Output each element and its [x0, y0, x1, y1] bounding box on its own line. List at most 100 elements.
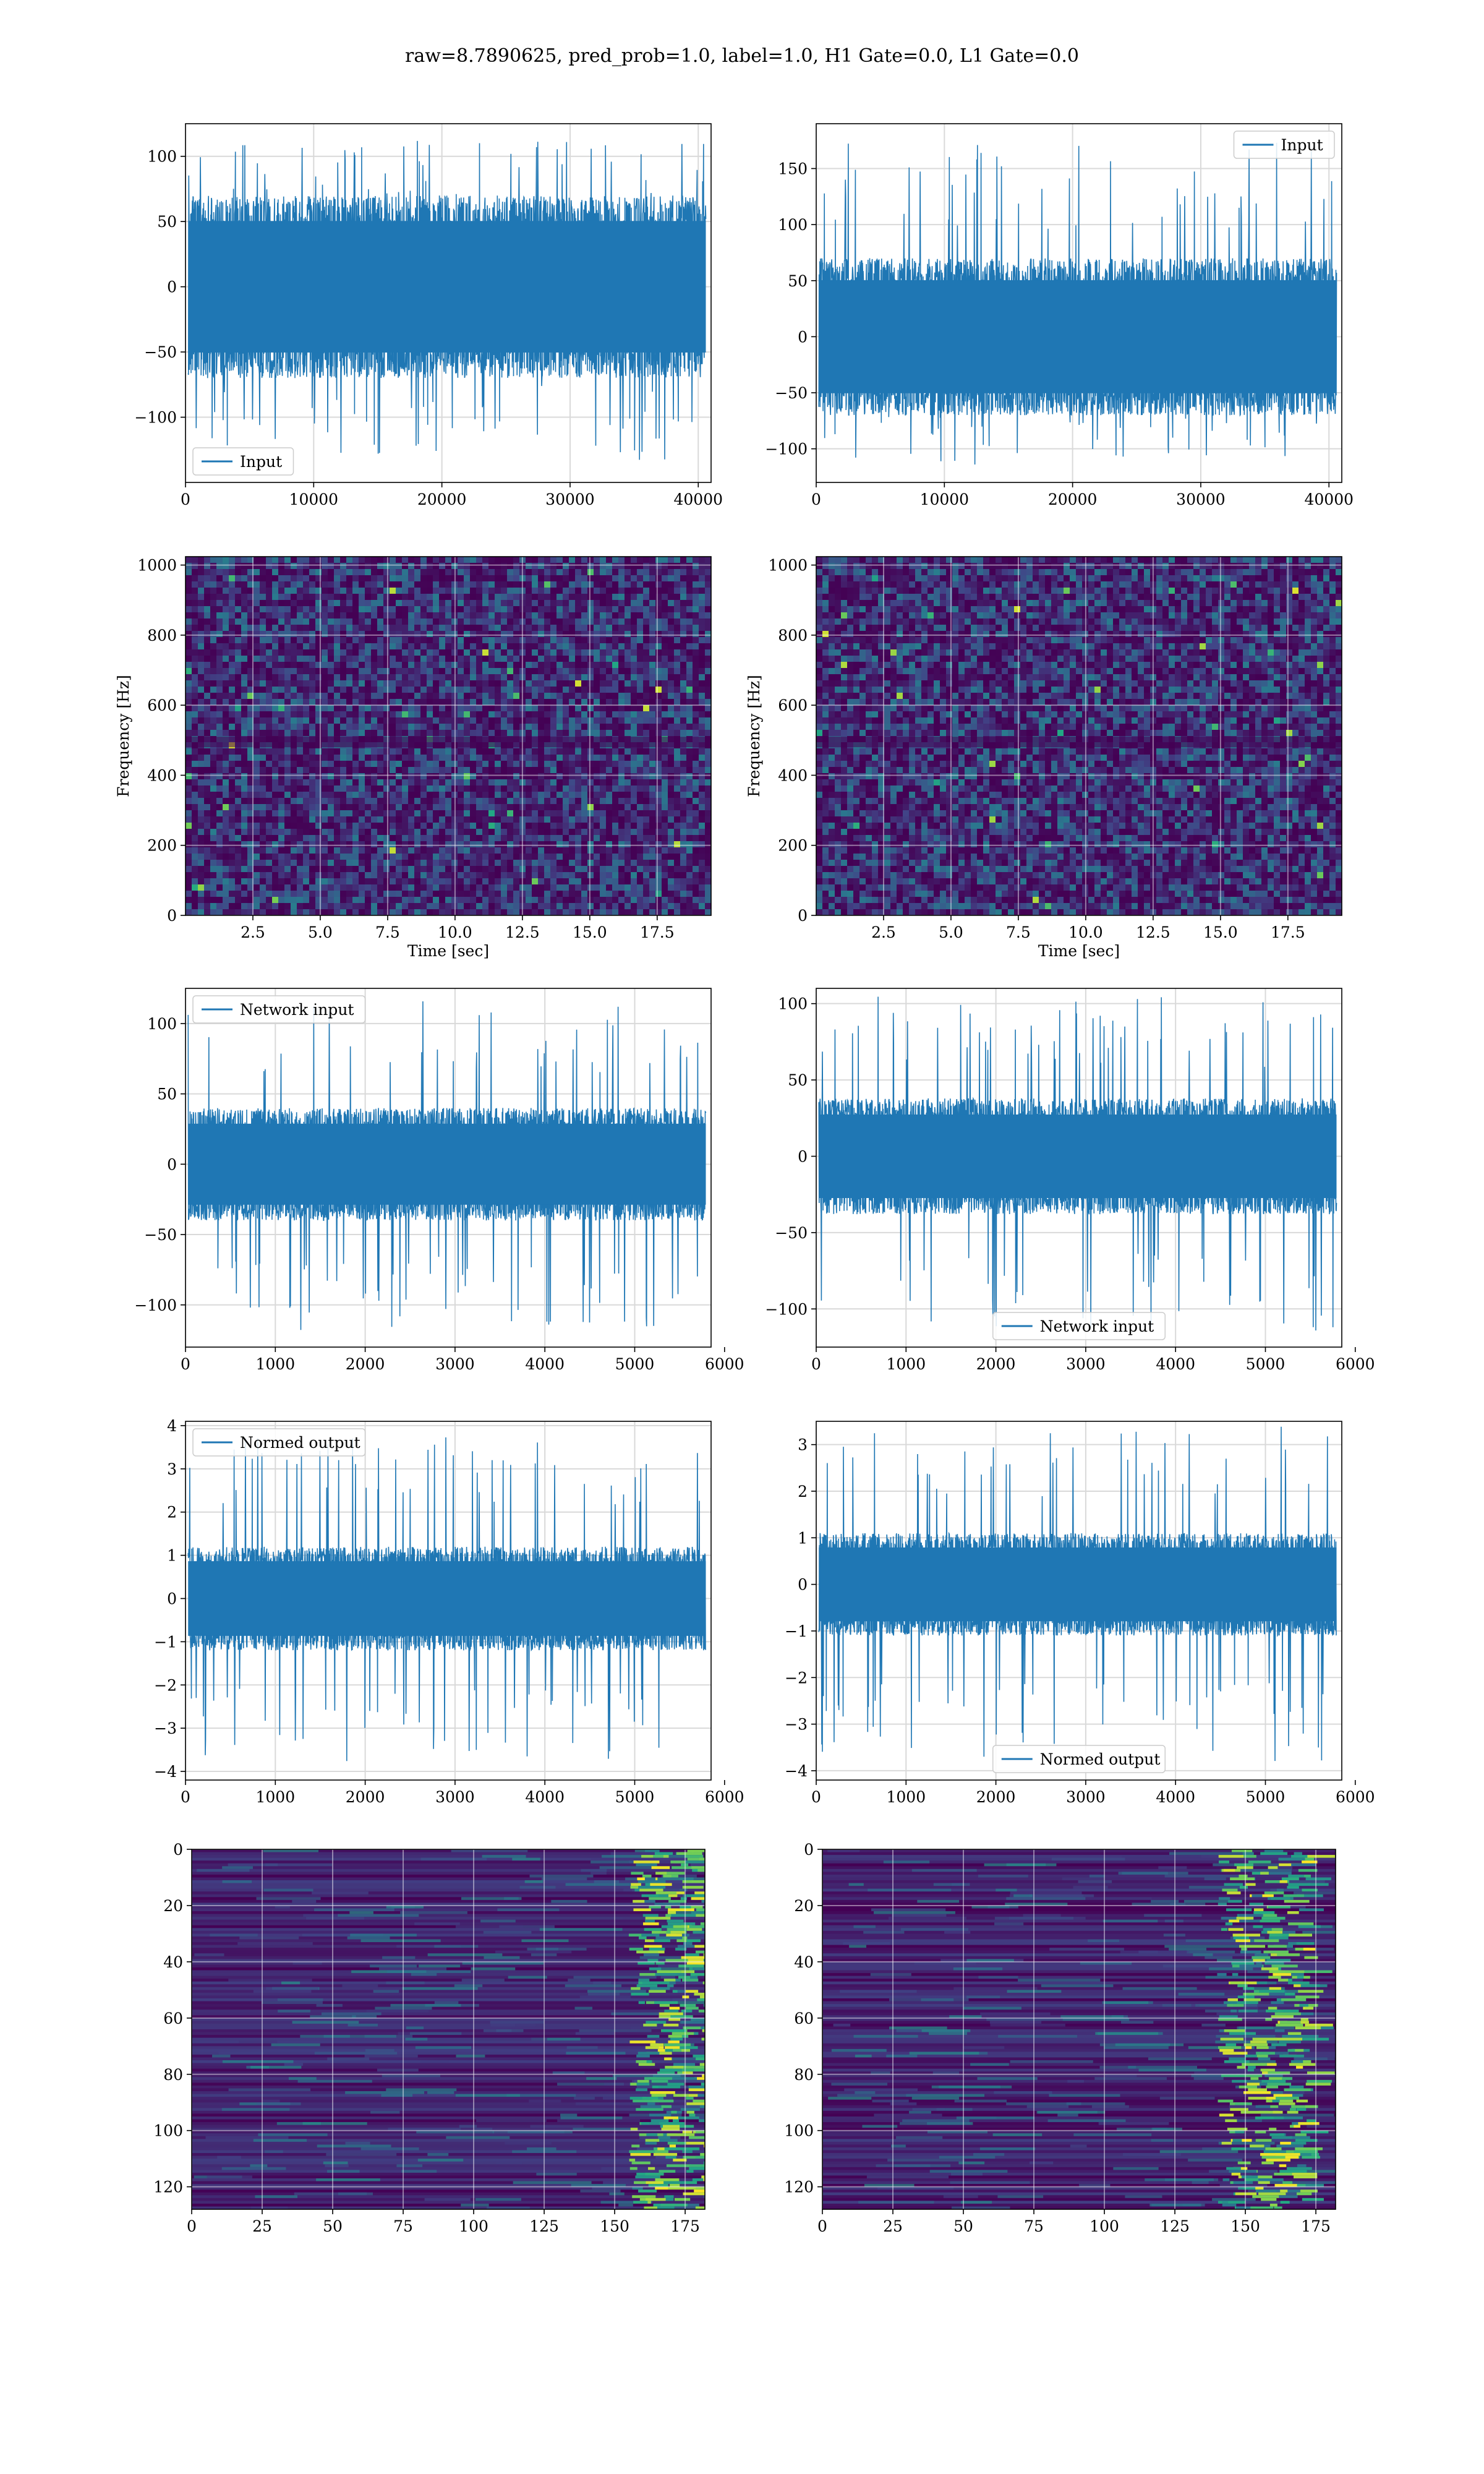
y-tick-label: 80 [794, 2066, 814, 2084]
y-tick-label: −3 [154, 1719, 177, 1737]
y-tick-label: 0 [804, 1841, 814, 1859]
x-tick-label: 0 [811, 1788, 821, 1806]
y-tick-label: 120 [784, 2178, 814, 2196]
legend: Network input [992, 1312, 1166, 1340]
plot-area-input-h1 [186, 124, 711, 482]
plot-area-spectrogram-l1 [816, 557, 1342, 915]
y-tick-label: 1000 [768, 557, 808, 575]
x-tick-label: 4000 [525, 1788, 565, 1806]
x-tick-label: 10.0 [1068, 923, 1103, 941]
x-tick-label: 50 [953, 2217, 973, 2235]
y-tick-label: 0 [798, 328, 808, 346]
x-tick-label: 2.5 [241, 923, 265, 941]
x-tick-label: 5.0 [939, 923, 963, 941]
y-tick-label: 400 [147, 766, 177, 784]
x-tick-label: 5000 [1246, 1355, 1286, 1373]
x-tick-label: 5000 [615, 1355, 655, 1373]
x-tick-label: 25 [252, 2217, 272, 2235]
x-tick-label: 6000 [705, 1788, 744, 1806]
legend-label: Input [240, 453, 282, 471]
axes-layer: 0 10000 20000 30000 40000−100−50050100Input0… [114, 123, 1375, 2235]
x-tick-label: 125 [1160, 2217, 1190, 2235]
y-tick-label: 100 [153, 2122, 183, 2140]
x-tick-label: 0 [817, 2217, 827, 2235]
series-core-band [819, 1114, 1337, 1199]
subplot-network-input-h1: 0 1000 2000 3000 4000 5000 6000 −100 −50 0 50 100 Ne… [134, 988, 744, 1373]
x-tick-label: 0 [181, 490, 190, 508]
heatmap-cells [816, 557, 1342, 915]
series-core-band [188, 221, 706, 353]
y-tick-label: 60 [794, 2010, 814, 2027]
y-tick-label: 3 [798, 1436, 808, 1454]
x-axis-label: Time [sec] [1038, 942, 1120, 960]
legend-frame [192, 995, 366, 1024]
x-tick-label: 3000 [1066, 1788, 1106, 1806]
y-tick-label: −50 [775, 1224, 808, 1242]
x-tick-label: 5000 [615, 1788, 655, 1806]
legend: Network input [192, 995, 366, 1024]
legend-frame [192, 447, 294, 476]
x-tick-label: 150 [1230, 2217, 1260, 2235]
y-tick-label: −4 [154, 1763, 177, 1781]
x-tick-label: 17.5 [640, 923, 675, 941]
axes-frame [185, 1421, 712, 1781]
y-tick-label: 50 [157, 1085, 177, 1103]
grid [186, 557, 711, 915]
x-tick-label: 100 [1090, 2217, 1119, 2235]
y-tick-label: 0 [798, 907, 808, 925]
plot-area-spectrogram-h1 [186, 557, 711, 915]
subplot-normed-output-l1: 0 1000 2000 3000 4000 5000 6000 −4 −3 −2 −1 0 1 2 3 Nor… [785, 1421, 1375, 1806]
x-tick-label: 20000 [1048, 490, 1098, 508]
x-tick-label: 3000 [1066, 1355, 1106, 1373]
legend-label: Network input [240, 1001, 354, 1019]
subplot-normed-output-h1: 0 1000 2000 3000 4000 5000 6000 −4 −3 −2 −1 0 1 2 3 4 No… [154, 1417, 744, 1806]
y-tick-label: 120 [153, 2178, 183, 2196]
axes-frame [185, 988, 712, 1348]
heatmap-cells [192, 1849, 705, 2209]
x-tick-label: 75 [393, 2217, 413, 2235]
x-tick-label: 15.0 [1203, 923, 1238, 941]
subplot-spectrogram-l1: 2.5 5.0 7.5 10.0 12.5 15.0 17.5 0 200 400 600 800 10… [745, 556, 1342, 960]
y-tick-label: 50 [157, 213, 177, 231]
plot-area-network-input-h1 [186, 988, 711, 1347]
x-tick-label: 3000 [435, 1355, 475, 1373]
x-tick-label: 0 [811, 1355, 821, 1373]
y-axis-label: Frequency [Hz] [745, 675, 763, 797]
x-tick-label: 2000 [346, 1355, 385, 1373]
x-tick-label: 2000 [976, 1355, 1016, 1373]
axes-frame [185, 123, 712, 483]
y-tick-label: 100 [784, 2122, 814, 2140]
subplot-input-l1: 0 10000 20000 30000 40000 −100 −50 0 50 100 150 Inp… [765, 123, 1354, 508]
y-tick-label: 200 [147, 837, 177, 855]
y-tick-label: 50 [788, 1071, 808, 1089]
x-tick-label: 7.5 [1006, 923, 1031, 941]
x-tick-label: 2000 [346, 1788, 385, 1806]
y-tick-label: 400 [778, 766, 808, 784]
y-tick-label: 40 [163, 1953, 183, 1971]
axes-frame [816, 988, 1342, 1348]
y-tick-label: 0 [798, 1576, 808, 1594]
subplot-network-input-l1: 0 1000 2000 3000 4000 5000 6000 −100 −50 0 50 100 Ne… [765, 988, 1375, 1373]
x-tick-label: 4000 [1156, 1355, 1195, 1373]
x-tick-label: 40000 [1305, 490, 1354, 508]
axes-frame [816, 556, 1342, 916]
x-tick-label: 30000 [1176, 490, 1226, 508]
y-tick-label: 60 [163, 2010, 183, 2027]
x-tick-label: 25 [883, 2217, 903, 2235]
x-tick-label: 5.0 [308, 923, 333, 941]
y-tick-label: −2 [154, 1676, 177, 1694]
x-tick-label: 175 [1301, 2217, 1331, 2235]
plot-area-feature-map-l1 [822, 1849, 1336, 2209]
legend-label: Network input [1040, 1317, 1154, 1335]
y-tick-label: 0 [167, 278, 177, 296]
subplot-feature-map-l1: 0 25 50 75 100 125 150 175 0 20 40 60 80 100 120 [784, 1841, 1336, 2235]
legend: Normed output [192, 1428, 366, 1457]
y-tick-label: 0 [167, 907, 177, 925]
axes-frame [816, 123, 1342, 483]
legend-label: Normed output [240, 1434, 360, 1452]
x-tick-label: 4000 [525, 1355, 565, 1373]
legend-label: Input [1281, 136, 1323, 154]
y-tick-label: 800 [147, 627, 177, 644]
x-tick-label: 1000 [255, 1788, 295, 1806]
